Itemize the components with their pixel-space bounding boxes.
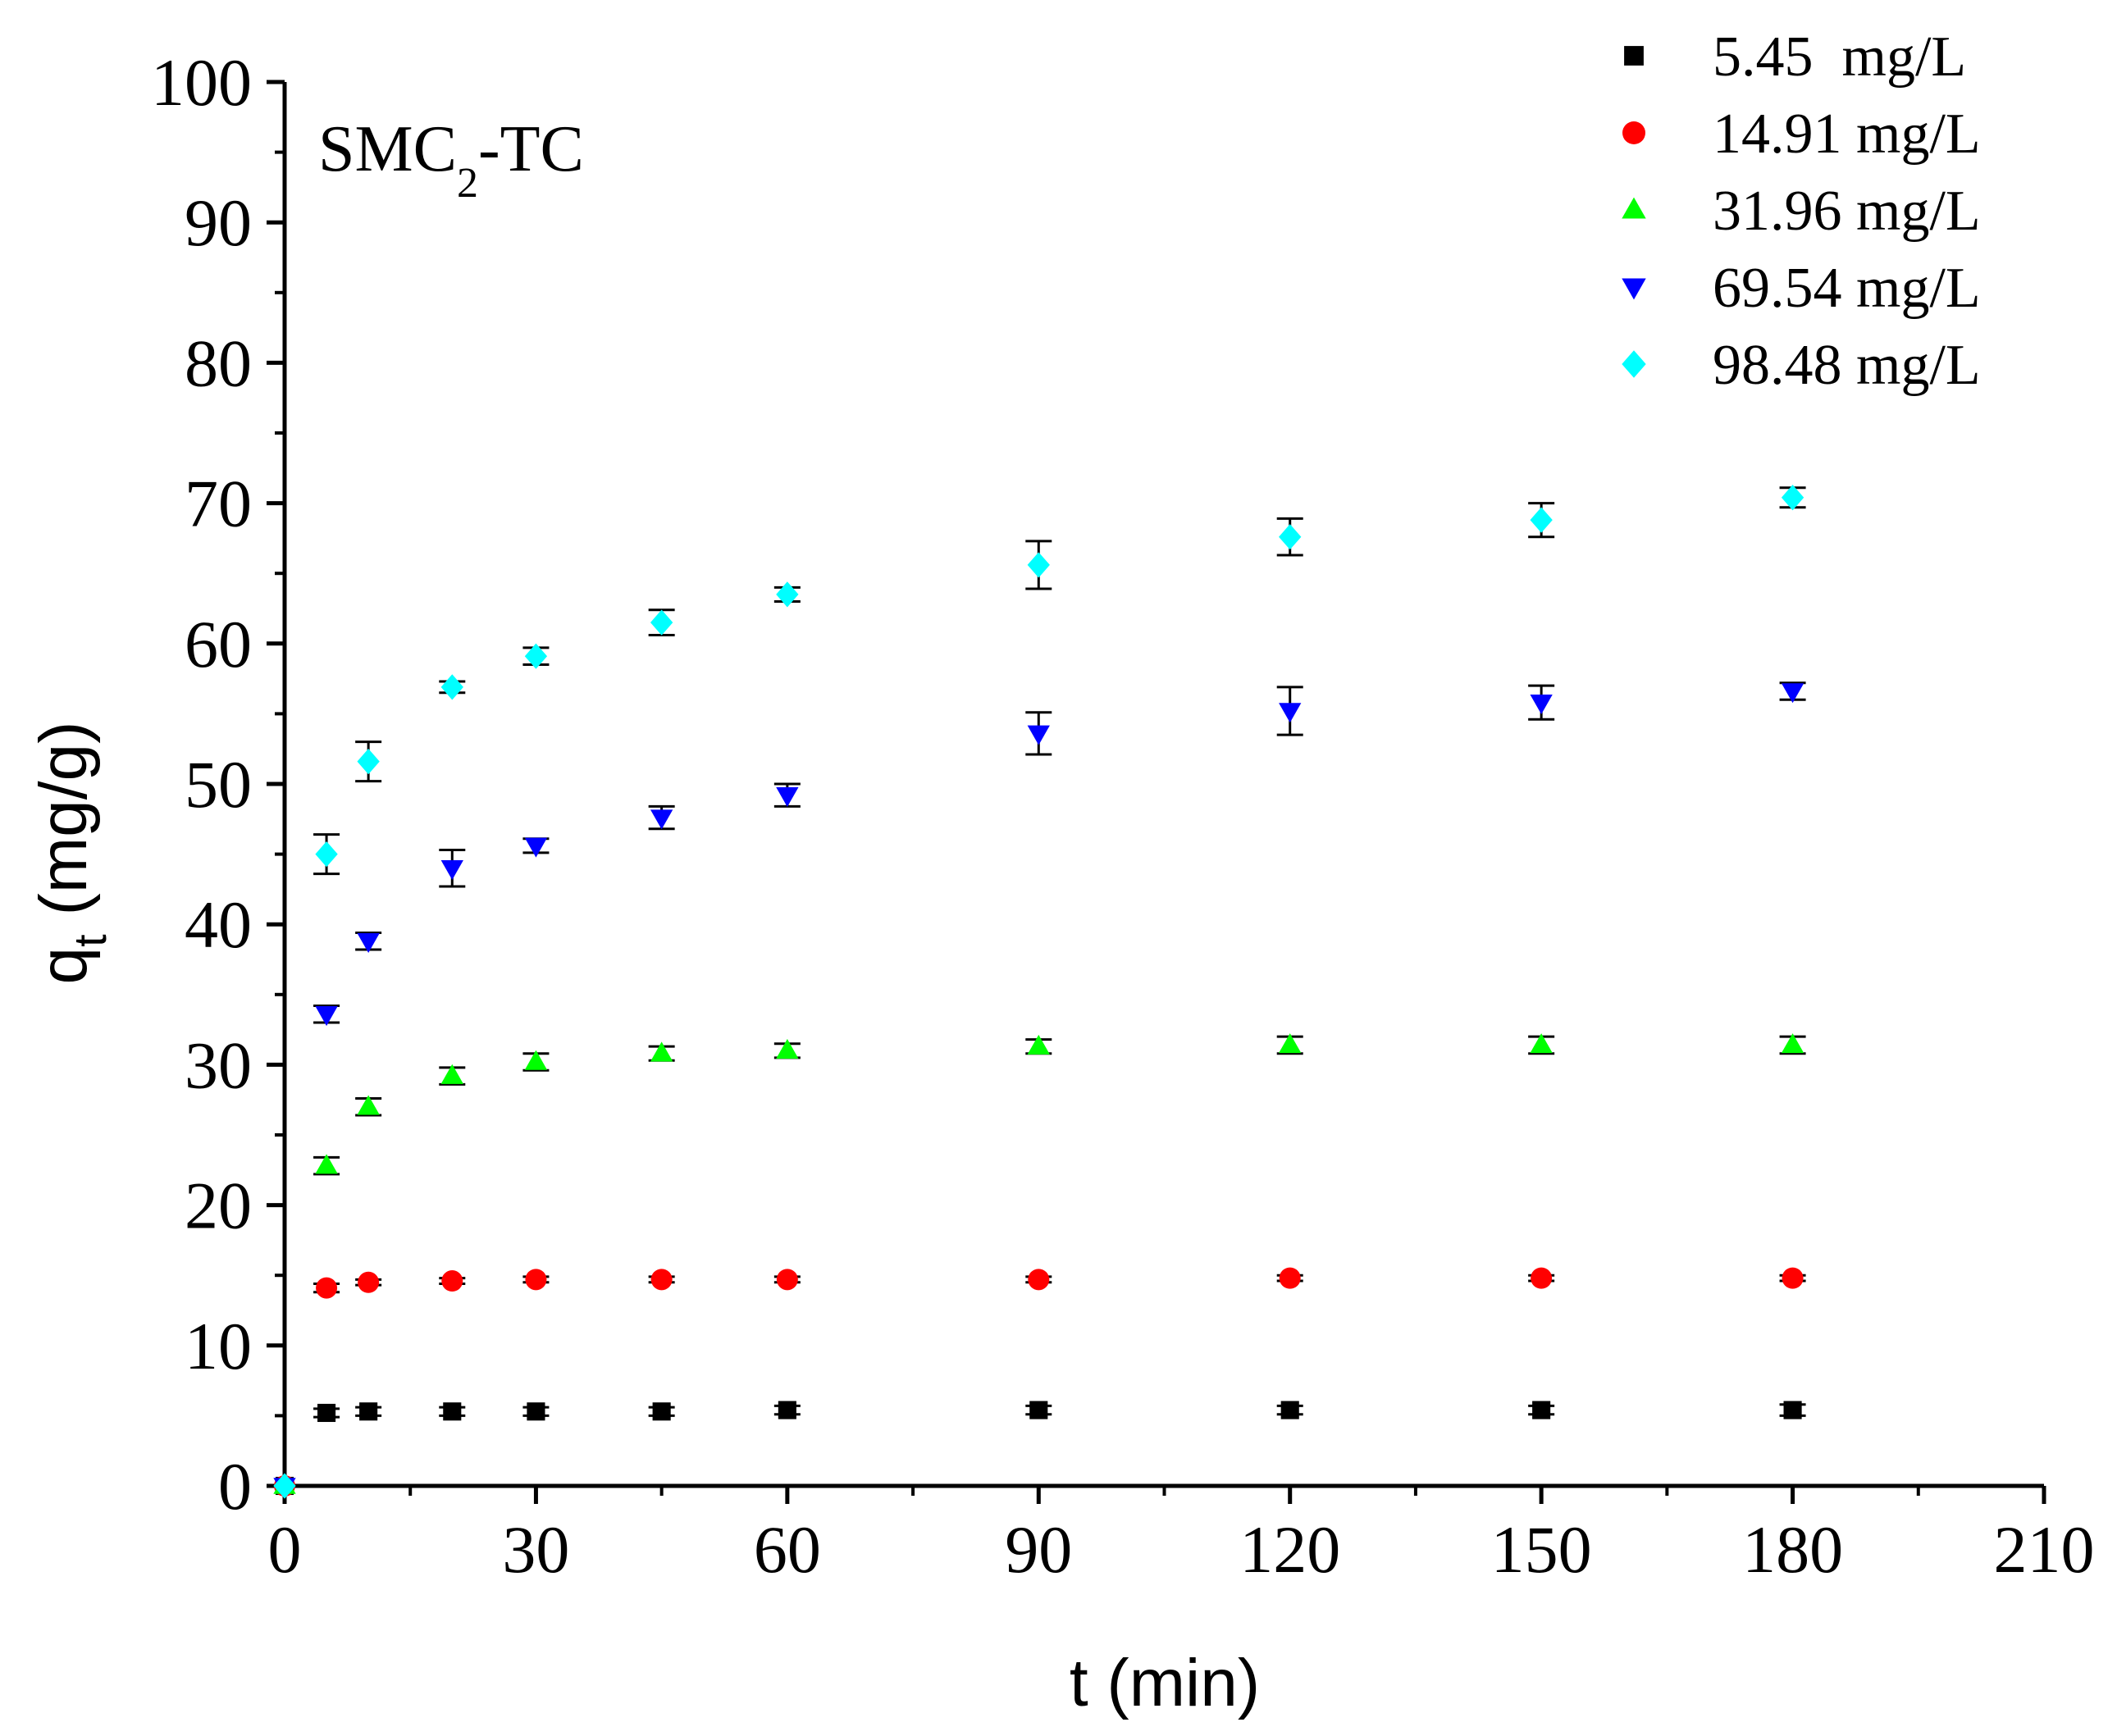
data-point xyxy=(1279,524,1302,550)
data-point xyxy=(357,749,380,775)
legend: 5.45 mg/L 14.91 mg/L 31.96 mg/L 69.54 mg/L 9… xyxy=(1622,25,1981,397)
data-point xyxy=(1532,1401,1551,1419)
y-tick-label: 30 xyxy=(185,1027,252,1102)
data-point xyxy=(1531,1267,1553,1289)
data-point xyxy=(1782,1267,1804,1289)
data-point xyxy=(357,1095,380,1115)
data-point xyxy=(440,674,463,700)
data-point xyxy=(441,1270,463,1292)
data-point xyxy=(776,1038,799,1059)
x-tick-label: 30 xyxy=(502,1512,569,1587)
data-point xyxy=(1781,683,1804,704)
data-point xyxy=(440,859,463,881)
data-point xyxy=(650,609,673,636)
legend-label: 31.96 mg/L xyxy=(1713,180,1981,243)
data-point xyxy=(1027,1034,1050,1055)
data-point xyxy=(443,1402,462,1421)
data-point xyxy=(1279,703,1302,723)
data-point xyxy=(358,1271,380,1293)
y-tick-label: 40 xyxy=(185,887,252,962)
x-tick-label: 60 xyxy=(754,1512,821,1587)
data-point xyxy=(527,1402,545,1421)
data-point xyxy=(776,786,799,807)
x-tick-label: 90 xyxy=(1005,1512,1072,1587)
y-tick-label: 60 xyxy=(185,607,252,681)
legend-label: 69.54 mg/L xyxy=(1713,257,1981,320)
data-point xyxy=(1530,507,1553,533)
x-tick-label: 0 xyxy=(268,1512,302,1587)
data-point xyxy=(315,841,338,868)
x-tick-label: 120 xyxy=(1239,1512,1340,1587)
data-point xyxy=(524,643,548,669)
y-tick-label: 70 xyxy=(185,467,252,541)
data-point xyxy=(440,1064,463,1084)
chart-annotation: SMC2-TC xyxy=(318,113,584,207)
legend-label: 14.91 mg/L xyxy=(1713,103,1981,166)
data-point xyxy=(650,1269,673,1291)
legend-marker xyxy=(1622,350,1646,378)
y-tick-label: 90 xyxy=(185,185,252,260)
legend-marker xyxy=(1624,46,1644,66)
axes: 0 30 60 90 120 150 180 210 0 10 20 30 40 50 60 70 80 90 10… xyxy=(151,45,2095,1587)
data-point xyxy=(315,1154,338,1174)
y-tick-label: 0 xyxy=(218,1449,252,1524)
data-point xyxy=(1027,552,1050,578)
data-point xyxy=(1280,1401,1299,1419)
legend-marker xyxy=(1622,278,1646,300)
y-tick-label: 100 xyxy=(151,45,252,120)
y-tick-label: 80 xyxy=(185,326,252,400)
data-point xyxy=(652,1402,671,1421)
data-point xyxy=(359,1402,378,1421)
data-point xyxy=(776,581,799,608)
data-point xyxy=(525,1269,547,1291)
data-point xyxy=(1781,485,1804,511)
y-axis-title: qt (mg/g) xyxy=(26,722,116,985)
data-point xyxy=(1783,1401,1802,1419)
data-point xyxy=(776,1269,798,1291)
data-point xyxy=(650,1041,673,1062)
data-points xyxy=(273,485,1804,1499)
legend-marker xyxy=(1622,121,1645,144)
y-tick-label: 50 xyxy=(185,747,252,822)
data-point xyxy=(1279,1033,1302,1054)
x-tick-label: 180 xyxy=(1742,1512,1843,1587)
data-point xyxy=(1028,1269,1050,1291)
data-point xyxy=(1279,1267,1301,1289)
data-point xyxy=(524,837,548,858)
y-tick-label: 10 xyxy=(185,1309,252,1383)
data-point xyxy=(1530,694,1553,715)
x-axis-title: t (min) xyxy=(1070,1646,1260,1720)
data-point xyxy=(650,809,673,830)
data-point xyxy=(524,1050,548,1070)
data-point xyxy=(273,1473,296,1499)
y-tick-label: 20 xyxy=(185,1169,252,1243)
data-point xyxy=(315,1006,338,1027)
data-point xyxy=(316,1277,338,1299)
data-point xyxy=(1029,1401,1048,1419)
x-tick-label: 150 xyxy=(1491,1512,1592,1587)
data-point xyxy=(317,1403,336,1423)
x-tick-label: 210 xyxy=(1994,1512,2095,1587)
data-point xyxy=(1027,725,1050,745)
legend-label: 5.45 mg/L xyxy=(1713,25,1966,89)
legend-label: 98.48 mg/L xyxy=(1713,334,1981,397)
legend-marker xyxy=(1622,197,1646,219)
data-point xyxy=(778,1401,796,1419)
data-point xyxy=(1781,1033,1804,1054)
data-point xyxy=(357,932,380,954)
data-point xyxy=(1530,1033,1553,1054)
